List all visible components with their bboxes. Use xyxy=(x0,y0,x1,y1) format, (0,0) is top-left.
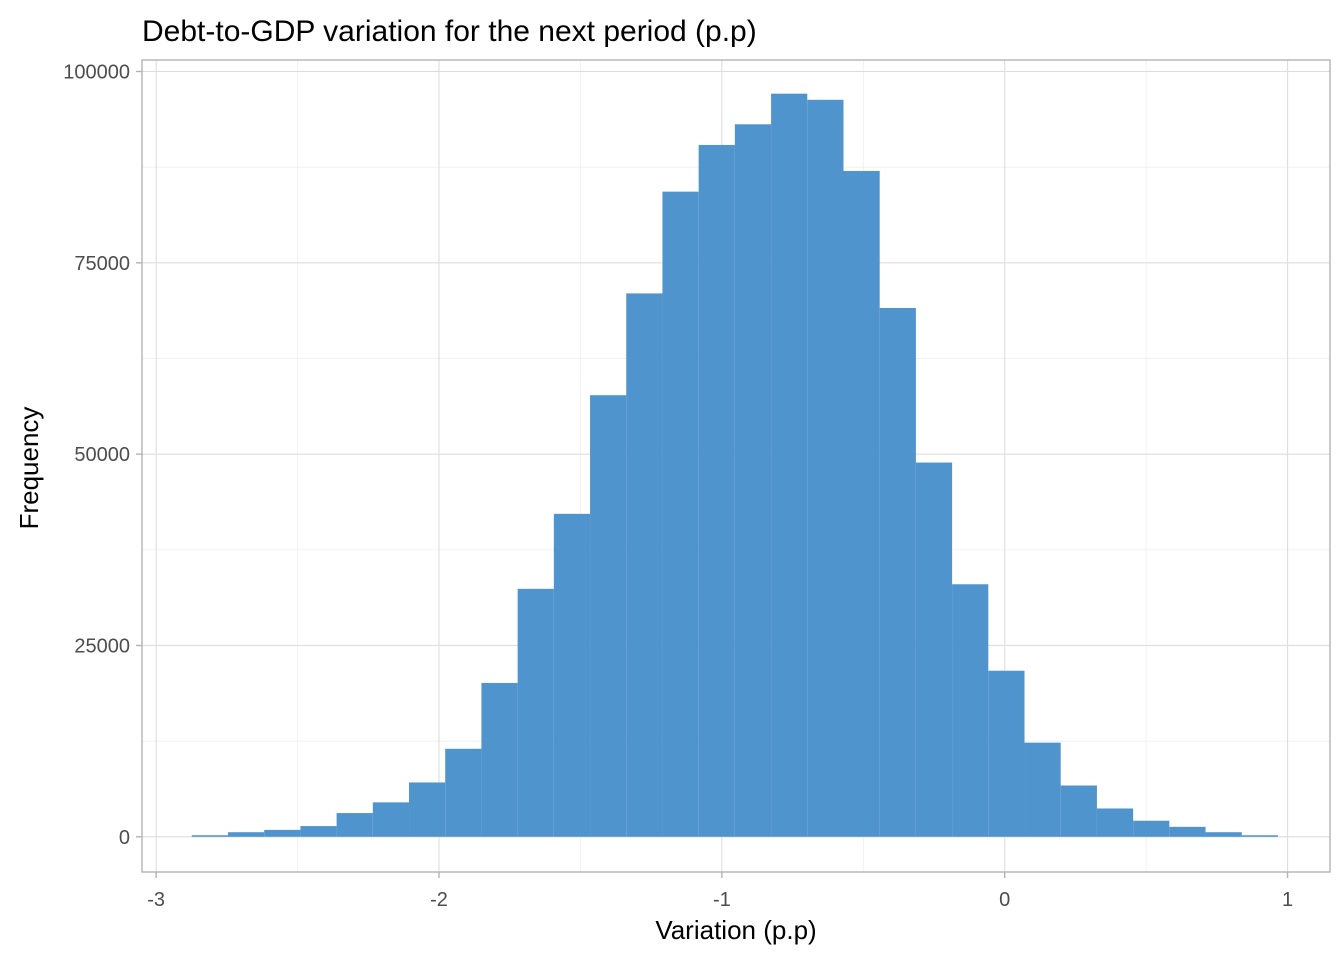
x-tick-label: 0 xyxy=(999,889,1010,911)
histogram-bar xyxy=(1169,826,1206,837)
y-tick-label: 0 xyxy=(119,827,130,849)
histogram-bar xyxy=(1205,832,1242,837)
histogram-bar xyxy=(771,93,808,837)
y-tick-label: 75000 xyxy=(74,253,130,275)
histogram-bar xyxy=(662,191,699,837)
histogram-bar xyxy=(227,832,265,837)
x-tick-label: -2 xyxy=(430,889,448,911)
histogram-bar xyxy=(1133,820,1170,837)
histogram-bar xyxy=(1060,785,1097,837)
histogram-bar xyxy=(988,670,1025,837)
histogram-bar xyxy=(445,748,482,837)
histogram-bar xyxy=(698,144,735,837)
histogram-bar xyxy=(517,588,554,837)
histogram-bar xyxy=(481,682,518,837)
histogram-bar xyxy=(590,395,627,837)
histogram-bar xyxy=(1241,835,1278,837)
y-tick-label: 100000 xyxy=(63,61,130,83)
histogram-bar xyxy=(807,99,844,837)
histogram-bar xyxy=(843,170,880,837)
histogram-bar xyxy=(626,293,663,837)
histogram-bar xyxy=(336,813,373,837)
histogram-bar xyxy=(915,462,953,837)
x-tick-label: 1 xyxy=(1282,889,1293,911)
histogram-bars xyxy=(191,93,1278,837)
x-tick-label: -3 xyxy=(147,889,165,911)
histogram-bar xyxy=(300,826,337,837)
histogram-bar xyxy=(1096,808,1134,837)
histogram-bar xyxy=(1024,742,1061,837)
y-axis-ticks: 0 25000 50000 75000 100000 xyxy=(63,61,142,849)
y-tick-label: 25000 xyxy=(74,635,130,657)
chart-title: Debt-to-GDP variation for the next perio… xyxy=(142,15,757,48)
histogram-bar xyxy=(372,802,410,837)
x-axis-title: Variation (p.p) xyxy=(655,915,816,945)
histogram-bar xyxy=(553,513,591,837)
histogram-bar xyxy=(734,124,772,837)
x-tick-label: -1 xyxy=(713,889,731,911)
plot-panel-border xyxy=(141,59,1331,873)
histogram-bar xyxy=(191,835,228,837)
histogram-bar xyxy=(879,307,916,837)
histogram-bar xyxy=(952,584,989,837)
y-tick-label: 50000 xyxy=(74,444,130,466)
y-axis-title: Frequency xyxy=(14,407,44,530)
x-axis-ticks: -3 -2 -1 0 1 xyxy=(147,872,1293,911)
histogram-bar xyxy=(409,782,446,837)
histogram-bar xyxy=(264,829,301,837)
